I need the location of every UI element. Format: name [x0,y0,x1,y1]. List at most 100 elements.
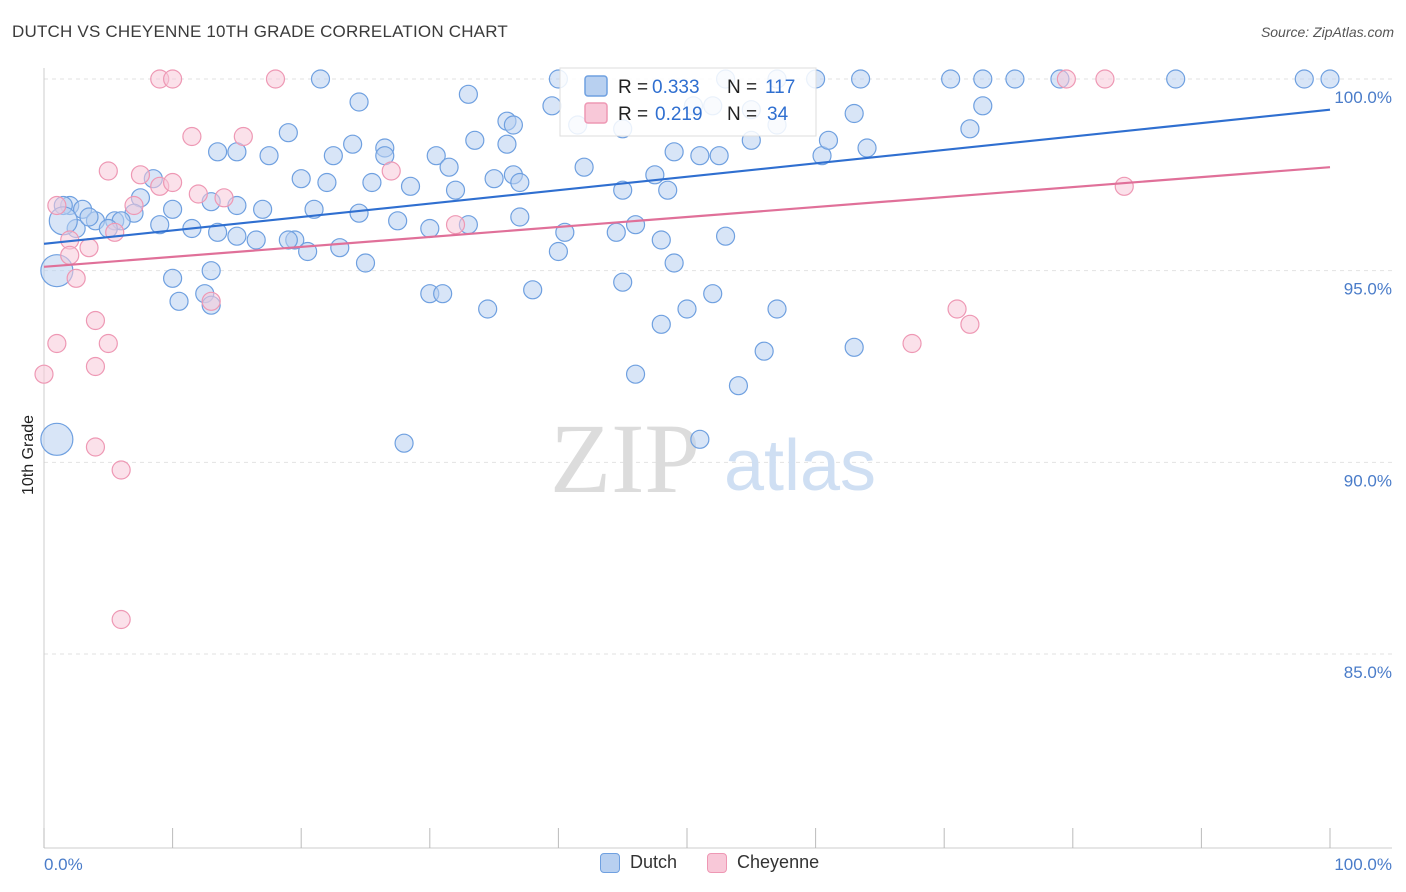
chart-source: Source: ZipAtlas.com [1260,24,1394,40]
cheyenne-point-19 [105,222,125,242]
cheyenne-point-16 [1114,176,1134,196]
cheyenne-point-3 [1056,69,1076,89]
dutch-point-6 [851,69,871,89]
dutch-point-38 [664,142,684,162]
cheyenne-point-20 [445,215,466,235]
dutch-point-87 [355,253,376,273]
legend-item-dutch[interactable]: Dutch [600,852,677,873]
legend-dutch-r-value: 0.333 [652,77,700,98]
dutch-point-46 [484,169,504,189]
cheyenne-point-4 [1095,69,1115,89]
dutch-point-105 [613,272,633,292]
dutch-point-8 [1005,69,1025,89]
y-axis-label: 10th Grade [20,415,37,495]
dutch-point-32 [208,142,228,162]
dutch-point-9 [1166,69,1186,89]
cheyenne-point-15 [381,161,401,181]
cheyenne-point-21 [60,245,80,265]
cheyenne-point-5 [182,126,202,147]
dutch-point-108 [703,284,723,304]
watermark-atlas: atlas [724,426,876,506]
dutch-point-110 [754,341,774,361]
dutch-point-53 [291,169,311,189]
dutch-point-104 [548,241,569,262]
legend-cheyenne-swatch [707,852,728,873]
legend-dutch-r-label: R = [618,77,648,98]
y-tick-label-90: 90.0% [1344,471,1392,490]
trend-lines [43,108,1331,268]
dutch-point-11 [1294,69,1314,89]
legend-dutch-n-label: N = [727,77,757,98]
dutch-point-55 [362,172,382,193]
dutch-point-28 [343,134,363,154]
cheyenne-point-2 [265,69,286,89]
dutch-point-89 [227,226,247,246]
x-tick-label-start: 0.0% [44,855,83,874]
cheyenne-point-32 [85,437,106,457]
legend-dutch-label: Dutch [630,852,678,872]
dutch-point-63 [163,199,183,219]
cheyenne-point-30 [960,314,980,334]
dutch-point-30 [497,134,517,154]
cheyenne-point-12 [47,195,67,216]
cheyenne-point-33 [111,460,131,480]
y-tick-label-100: 100.0% [1334,88,1392,107]
dutch-point-23 [503,115,523,135]
dutch-point-102 [478,299,498,319]
dutch-point-0 [310,69,331,89]
dutch-point-91 [664,253,684,273]
dutch-point-103 [523,280,543,300]
dutch-point-27 [278,123,298,143]
dutch-point-54 [317,172,337,193]
cheyenne-point-29 [947,299,967,319]
cheyenne-point-22 [66,268,86,288]
dutch-point-80 [150,215,170,235]
cheyenne-point-18 [79,238,99,258]
dutch-point-107 [651,314,671,334]
legend-cheyenne-n-value: 34 [767,104,789,125]
dutch-point-40 [690,146,710,166]
cheyenne-point-23 [85,310,106,331]
dutch-point-115 [169,291,189,311]
dutch-point-72 [606,222,626,242]
dutch-point-118 [40,422,74,456]
cheyenne-point-24 [201,291,221,311]
legend-cheyenne-n-label: N = [727,104,757,125]
dutch-point-29 [465,130,485,150]
dutch-point-50 [613,180,633,200]
legend-swatch-cheyenne [584,102,608,124]
dutch-point-88 [278,230,298,250]
cheyenne-point-25 [47,333,67,354]
scatter-points [34,69,1340,630]
dutch-point-5 [941,69,961,89]
dutch-point-39 [709,146,729,166]
dutch-point-15 [542,96,562,116]
dutch-point-75 [510,207,530,227]
grid-lines [44,78,1392,655]
dutch-point-66 [253,199,273,219]
dutch-point-43 [818,130,839,150]
cheyenne-trend-line [43,166,1331,268]
dutch-point-35 [323,146,343,166]
legend-item-cheyenne[interactable]: Cheyenne [707,852,819,873]
dutch-point-101 [433,284,453,304]
dutch-point-119 [690,429,710,449]
dutch-point-111 [625,364,646,384]
cheyenne-point-27 [34,364,54,384]
cheyenne-point-10 [163,172,183,193]
dutch-point-26 [960,119,980,139]
dutch-point-45 [439,157,459,177]
series-legend: Dutch Cheyenne [600,852,819,873]
watermark-zip: ZIP [550,403,700,514]
cheyenne-point-28 [85,356,106,377]
dutch-point-12 [1320,69,1340,89]
cheyenne-point-31 [902,333,922,354]
dutch-point-97 [163,268,183,288]
stats-legend: R = 0.333 N = 117 R = 0.219 N = 34 [559,67,817,137]
dutch-point-92 [651,230,671,250]
dutch-point-82 [208,222,228,242]
legend-swatch-dutch [584,75,608,97]
dutch-point-98 [79,207,99,227]
dutch-point-34 [259,146,279,166]
